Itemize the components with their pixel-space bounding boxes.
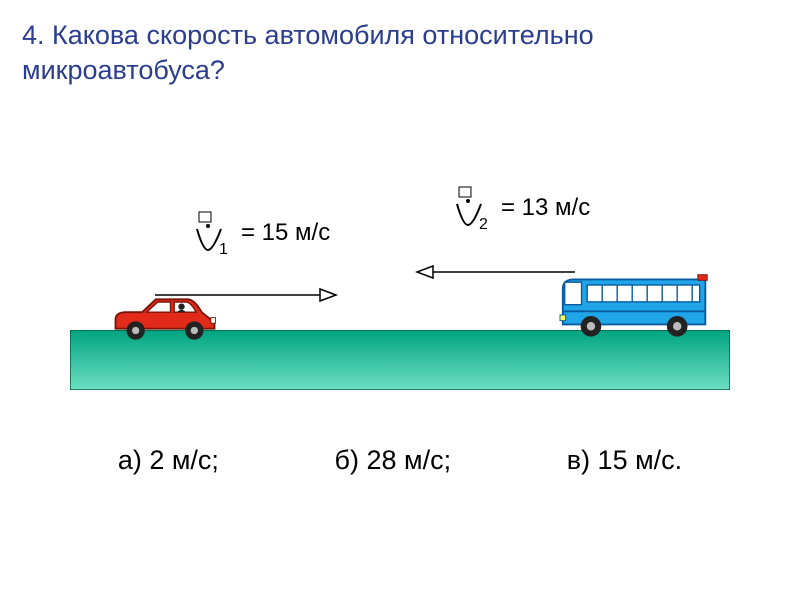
answer-a: а) 2 м/с; [118,445,219,476]
answer-b: б) 28 м/с; [335,445,452,476]
car-icon [105,292,225,347]
question-content: 4. Какова скорость автомобиля относитель… [22,20,594,85]
question-text: 4. Какова скорость автомобиля относитель… [22,18,778,88]
v2-label-group: 2 = 13 м/с [455,185,590,230]
answer-c: в) 15 м/с. [567,445,682,476]
v1-label-group: 1 = 15 м/с [195,210,330,255]
v1-symbol: 1 [195,210,235,255]
bus-icon [550,270,720,345]
v2-subscript: 2 [479,216,488,230]
v1-subscript: 1 [219,241,228,255]
v2-symbol: 2 [455,185,495,230]
answers-row: а) 2 м/с; б) 28 м/с; в) 15 м/с. [0,445,800,476]
road-scene [70,280,730,390]
v1-value: = 15 м/с [241,219,330,247]
v2-value: = 13 м/с [501,194,590,222]
